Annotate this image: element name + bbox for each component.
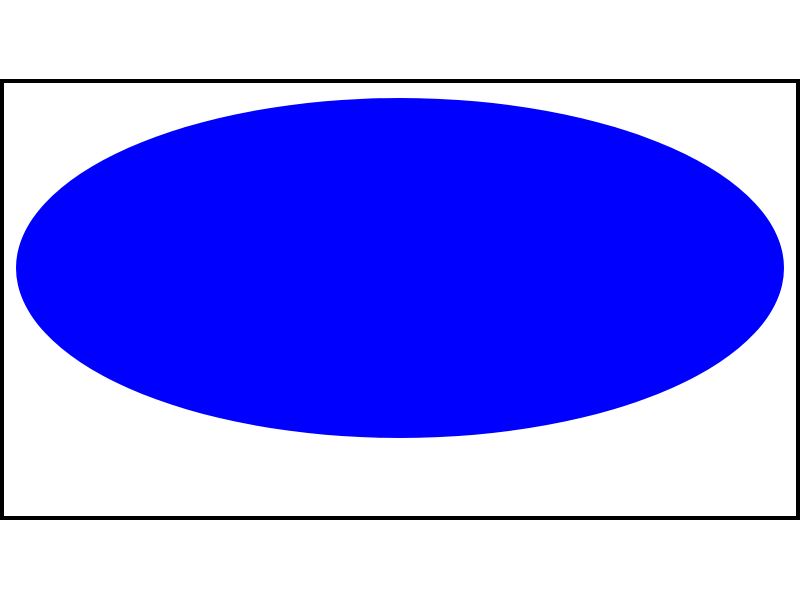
blue-ellipse xyxy=(16,98,784,438)
